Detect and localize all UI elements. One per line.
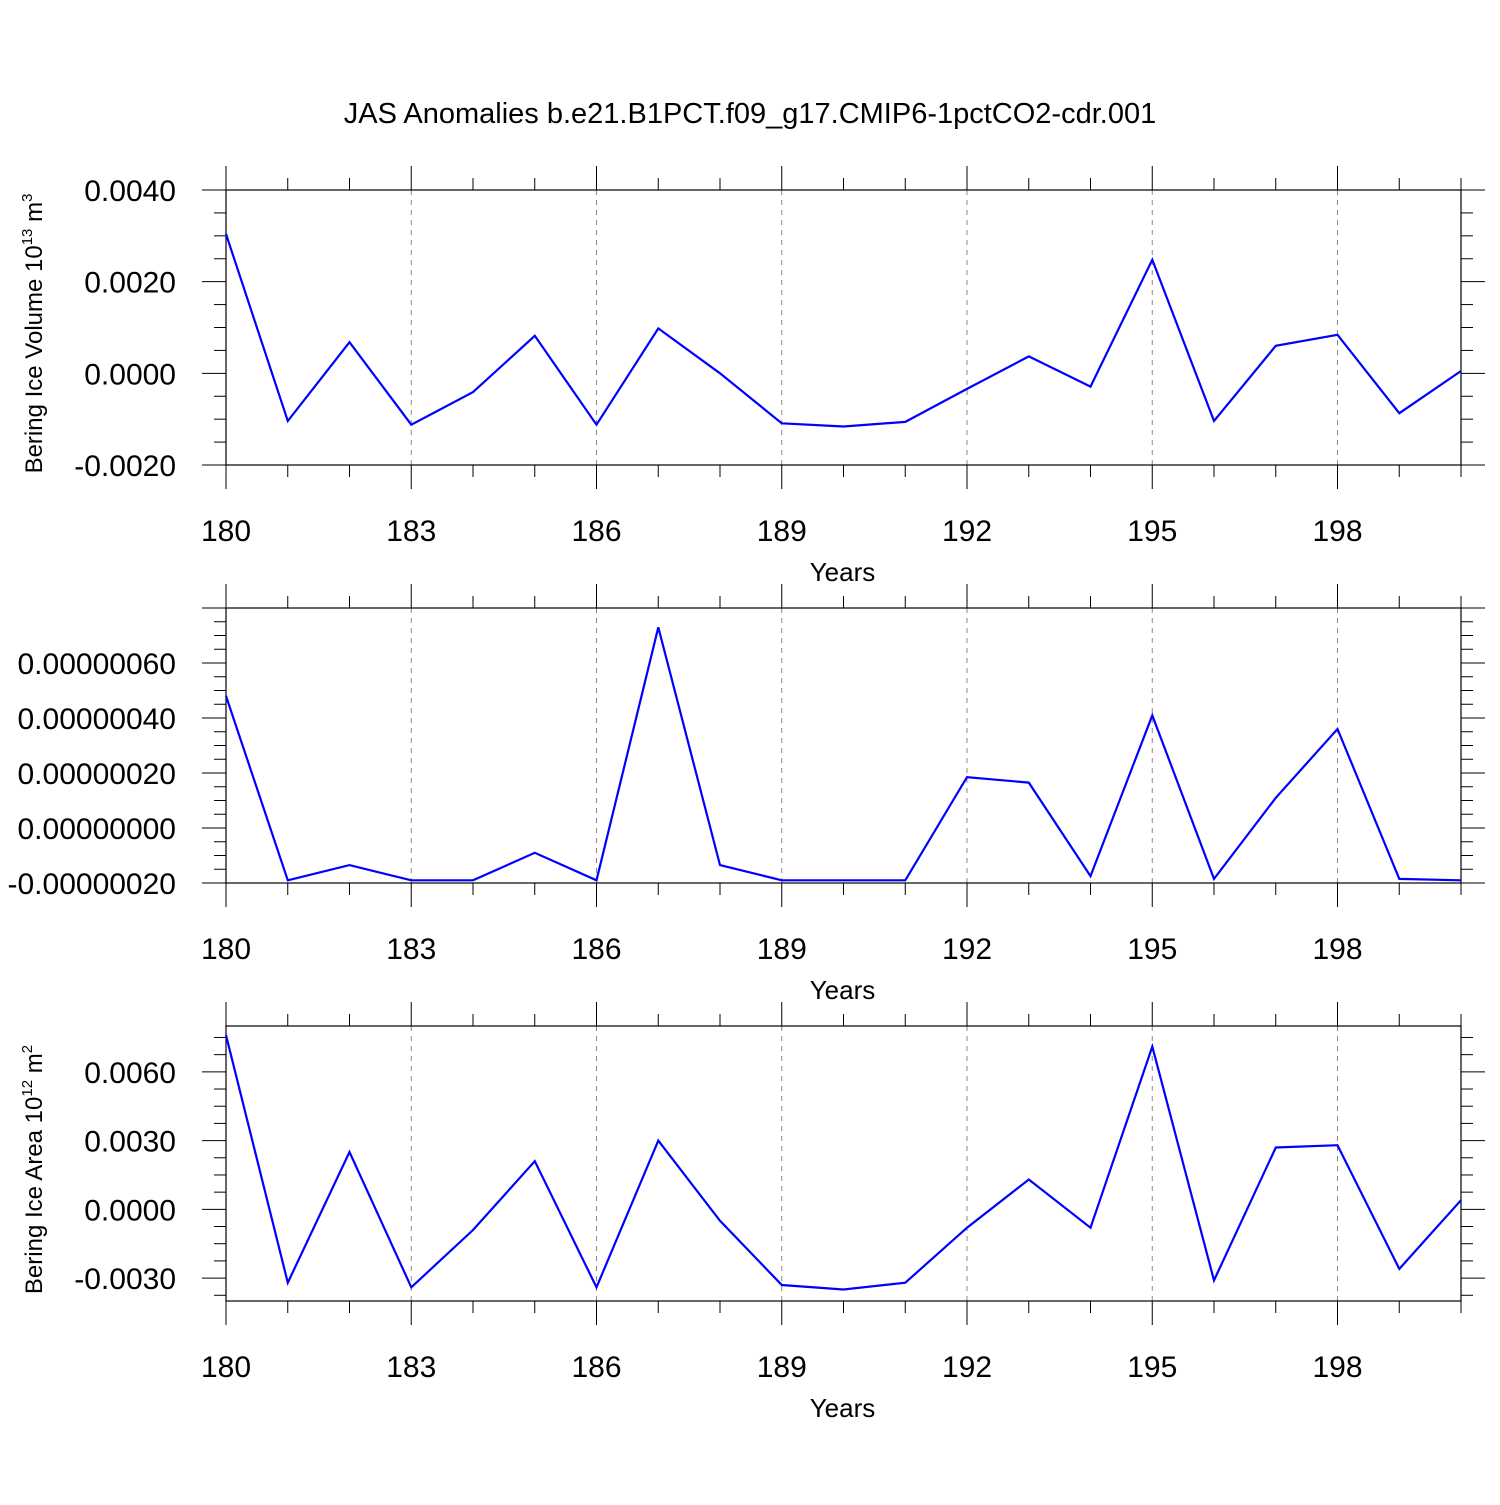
x-tick-label: 195 xyxy=(1127,1351,1177,1384)
x-tick-label: 198 xyxy=(1312,933,1362,966)
y-tick-label: 0.00000060 xyxy=(18,648,177,681)
series-line-1 xyxy=(224,233,1462,428)
y-tick-label: -0.00000020 xyxy=(8,868,177,901)
y-axis-label-text: Bering Ice Volume 10 xyxy=(21,245,48,473)
x-tick-label: 186 xyxy=(571,515,621,548)
y-tick-label: 0.00000040 xyxy=(18,703,177,736)
x-tick-label: 180 xyxy=(201,1351,251,1384)
y-axis-label-unit: m xyxy=(21,202,48,229)
x-tick-label: 192 xyxy=(942,515,992,548)
y-tick-label: 0.00000020 xyxy=(18,758,177,791)
x-tick-label: 195 xyxy=(1127,515,1177,548)
x-tick-label: 198 xyxy=(1312,515,1362,548)
y-axis-label: Bering Ice Volume 1013 m3 xyxy=(19,194,48,474)
x-tick-label: 180 xyxy=(201,933,251,966)
y-axis-label-unit-exponent: 2 xyxy=(19,1045,36,1053)
chart-title: JAS Anomalies b.e21.B1PCT.f09_g17.CMIP6-… xyxy=(343,98,1157,130)
y-axis-label: Bering Ice Area 1012 m2 xyxy=(19,1045,48,1294)
x-axis-label: Years xyxy=(810,557,876,587)
x-tick-label: 183 xyxy=(386,515,436,548)
y-axis-label-unit-exponent: 3 xyxy=(19,194,36,202)
x-tick-label: 189 xyxy=(757,1351,807,1384)
x-axis-label: Years xyxy=(810,975,876,1005)
y-tick-label: 0.0000 xyxy=(84,358,176,391)
y-axis-label-unit: m xyxy=(21,1053,48,1080)
x-tick-label: 192 xyxy=(942,1351,992,1384)
y-tick-label: 0.0040 xyxy=(84,175,176,208)
x-tick-label: 183 xyxy=(386,933,436,966)
y-tick-label: 0.0060 xyxy=(84,1057,176,1090)
y-axis-label-text: Bering Ice Area 10 xyxy=(21,1097,48,1294)
y-axis-label-exponent: 13 xyxy=(19,229,36,246)
x-tick-label: 189 xyxy=(757,933,807,966)
x-tick-label: 195 xyxy=(1127,933,1177,966)
y-tick-label: -0.0020 xyxy=(74,450,176,483)
y-tick-label: 0.0030 xyxy=(84,1126,176,1159)
x-tick-label: 189 xyxy=(757,515,807,548)
x-tick-label: 192 xyxy=(942,933,992,966)
y-tick-label: 0.0000 xyxy=(84,1194,176,1227)
plot-panel-3: -0.0030 0.0000 0.0030 0.0060 180 183 186 189 192… xyxy=(19,1002,1485,1423)
series-line-1 xyxy=(224,1034,1462,1291)
x-tick-label: 183 xyxy=(386,1351,436,1384)
x-tick-label: 198 xyxy=(1312,1351,1362,1384)
plot-panel-2: -0.00000020 0.00000000 0.00000020 0.0000004… xyxy=(8,584,1485,1005)
x-axis-label: Years xyxy=(810,1393,876,1423)
x-tick-label: 186 xyxy=(571,1351,621,1384)
y-axis-label-exponent: 12 xyxy=(19,1080,36,1097)
y-tick-label: 0.00000000 xyxy=(18,813,177,846)
x-tick-label: 186 xyxy=(571,933,621,966)
y-tick-label: 0.0020 xyxy=(84,267,176,300)
y-tick-label: -0.0030 xyxy=(74,1263,176,1296)
x-tick-label: 180 xyxy=(201,515,251,548)
series-line-1 xyxy=(224,627,1462,882)
plot-panel-1: -0.0020 0.0000 0.0020 0.0040 180 183 186 189 192… xyxy=(19,166,1485,587)
